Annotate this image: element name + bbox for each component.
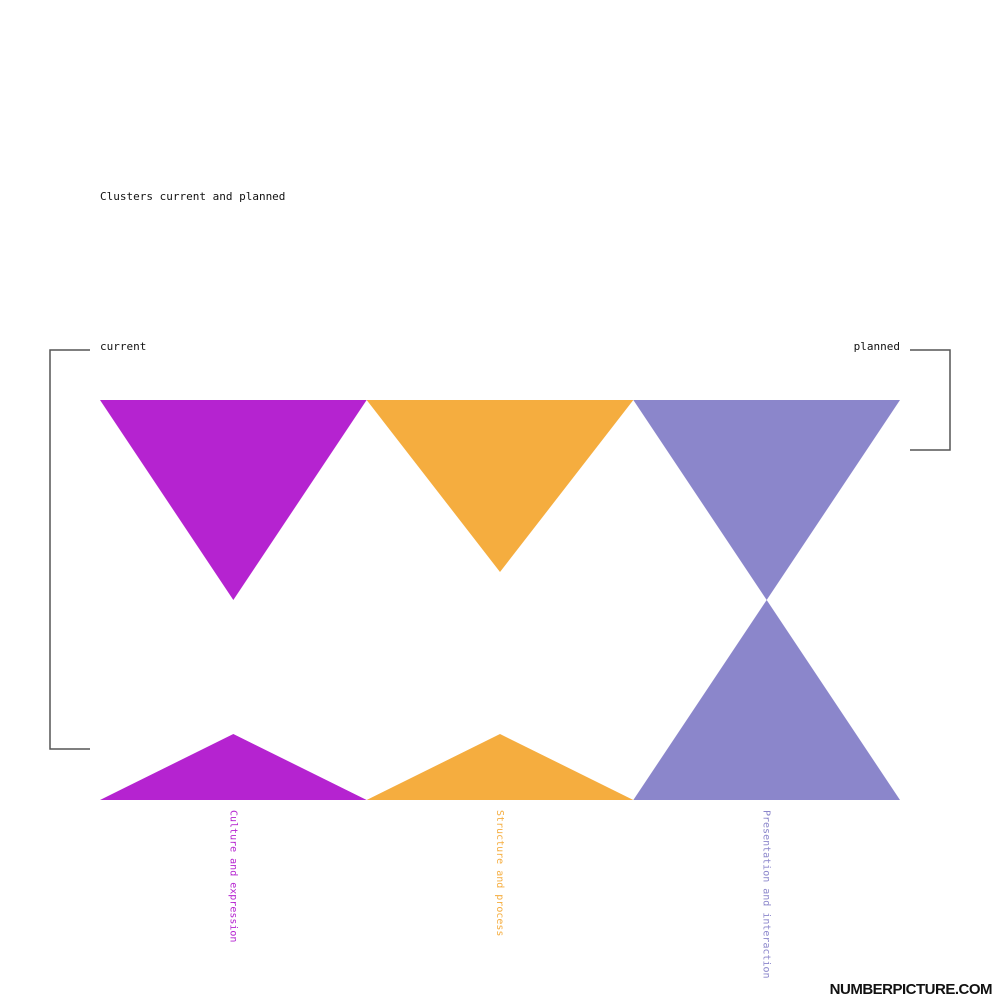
planned-triangle-structure-and-process: [366, 734, 634, 800]
chart-marks: [100, 400, 900, 800]
brand-watermark: NUMBERPICTURE.COM: [830, 981, 992, 998]
current-triangle-culture-and-expression: [100, 400, 367, 600]
planned-triangle-presentation-and-interaction: [633, 600, 900, 800]
current-triangle-presentation-and-interaction: [633, 400, 900, 600]
category-label-structure-and-process: Structure and process: [494, 810, 505, 936]
category-labels: Culture and expression Structure and proc…: [227, 810, 771, 979]
planned-triangle-culture-and-expression: [100, 734, 367, 800]
chart-title: Clusters current and planned: [100, 190, 285, 203]
category-label-culture-and-expression: Culture and expression: [227, 810, 238, 942]
category-label-presentation-and-interaction: Presentation and interaction: [761, 810, 772, 979]
current-legend-label: current: [100, 340, 146, 353]
current-triangle-structure-and-process: [366, 400, 634, 572]
planned-legend-label: planned: [854, 340, 900, 353]
planned-legend-bracket: [910, 349, 951, 451]
current-legend-bracket: [49, 349, 90, 750]
